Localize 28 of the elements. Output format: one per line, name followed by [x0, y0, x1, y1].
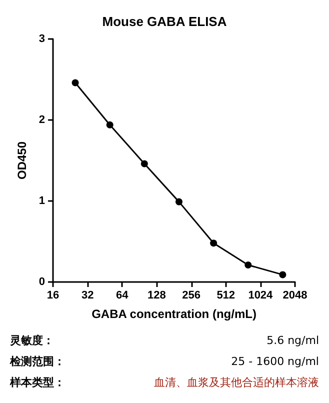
text: 样本类型：	[10, 375, 65, 390]
text: 血清、血浆及其他合适的样本溶液	[154, 375, 319, 390]
x-tick-label: 64	[116, 290, 130, 302]
point	[72, 79, 79, 86]
x-tick-label: 128	[148, 290, 166, 302]
point	[210, 240, 218, 247]
y-tick-label: 2	[38, 114, 46, 126]
text: 25 - 1600 ng/ml	[231, 355, 319, 368]
point	[106, 121, 114, 128]
point	[175, 198, 182, 206]
x-tick-label: 256	[182, 290, 200, 302]
text: 灵敏度：	[10, 333, 54, 348]
x-tick-label: 32	[81, 290, 94, 302]
point	[244, 261, 252, 268]
chart-title: Mouse GABA ELISA	[102, 14, 228, 29]
y-axis-title: OD450	[15, 141, 29, 180]
point	[279, 271, 286, 278]
x-tick-label: 16	[46, 290, 60, 302]
text: 检测范围：	[10, 354, 65, 369]
text: 5.6 ng/ml	[266, 334, 319, 347]
y-tick-label: 1	[38, 195, 46, 207]
point	[140, 160, 148, 168]
x-tick-label: 512	[216, 290, 236, 302]
y-tick-label: 0	[38, 276, 46, 288]
x-axis-title: GABA concentration (ng/mL)	[92, 307, 256, 321]
x-tick-label: 2048	[282, 290, 308, 302]
x-tick-label: 1024	[248, 290, 274, 302]
y-tick-label: 3	[38, 33, 46, 45]
